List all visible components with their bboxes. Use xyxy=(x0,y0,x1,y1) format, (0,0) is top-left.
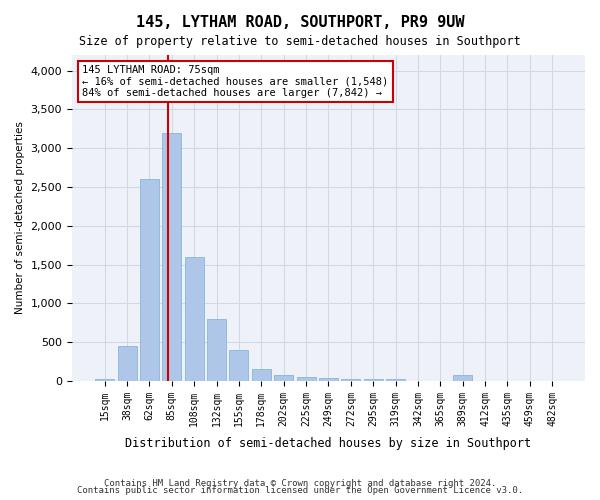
Bar xyxy=(118,346,137,381)
Text: Contains public sector information licensed under the Open Government Licence v3: Contains public sector information licen… xyxy=(77,486,523,495)
Bar xyxy=(140,179,159,381)
Bar xyxy=(163,132,181,381)
Y-axis label: Number of semi-detached properties: Number of semi-detached properties xyxy=(15,122,25,314)
Bar xyxy=(252,370,271,381)
Bar xyxy=(453,376,472,381)
Bar xyxy=(341,378,361,381)
Text: Contains HM Land Registry data © Crown copyright and database right 2024.: Contains HM Land Registry data © Crown c… xyxy=(104,478,496,488)
Bar xyxy=(386,380,405,381)
X-axis label: Distribution of semi-detached houses by size in Southport: Distribution of semi-detached houses by … xyxy=(125,437,532,450)
Text: 145 LYTHAM ROAD: 75sqm
← 16% of semi-detached houses are smaller (1,548)
84% of : 145 LYTHAM ROAD: 75sqm ← 16% of semi-det… xyxy=(82,65,388,98)
Bar xyxy=(185,257,204,381)
Text: Size of property relative to semi-detached houses in Southport: Size of property relative to semi-detach… xyxy=(79,35,521,48)
Bar xyxy=(95,378,114,381)
Bar xyxy=(319,378,338,381)
Bar xyxy=(296,376,316,381)
Bar xyxy=(274,376,293,381)
Bar xyxy=(207,319,226,381)
Bar xyxy=(229,350,248,381)
Text: 145, LYTHAM ROAD, SOUTHPORT, PR9 9UW: 145, LYTHAM ROAD, SOUTHPORT, PR9 9UW xyxy=(136,15,464,30)
Bar xyxy=(364,379,383,381)
